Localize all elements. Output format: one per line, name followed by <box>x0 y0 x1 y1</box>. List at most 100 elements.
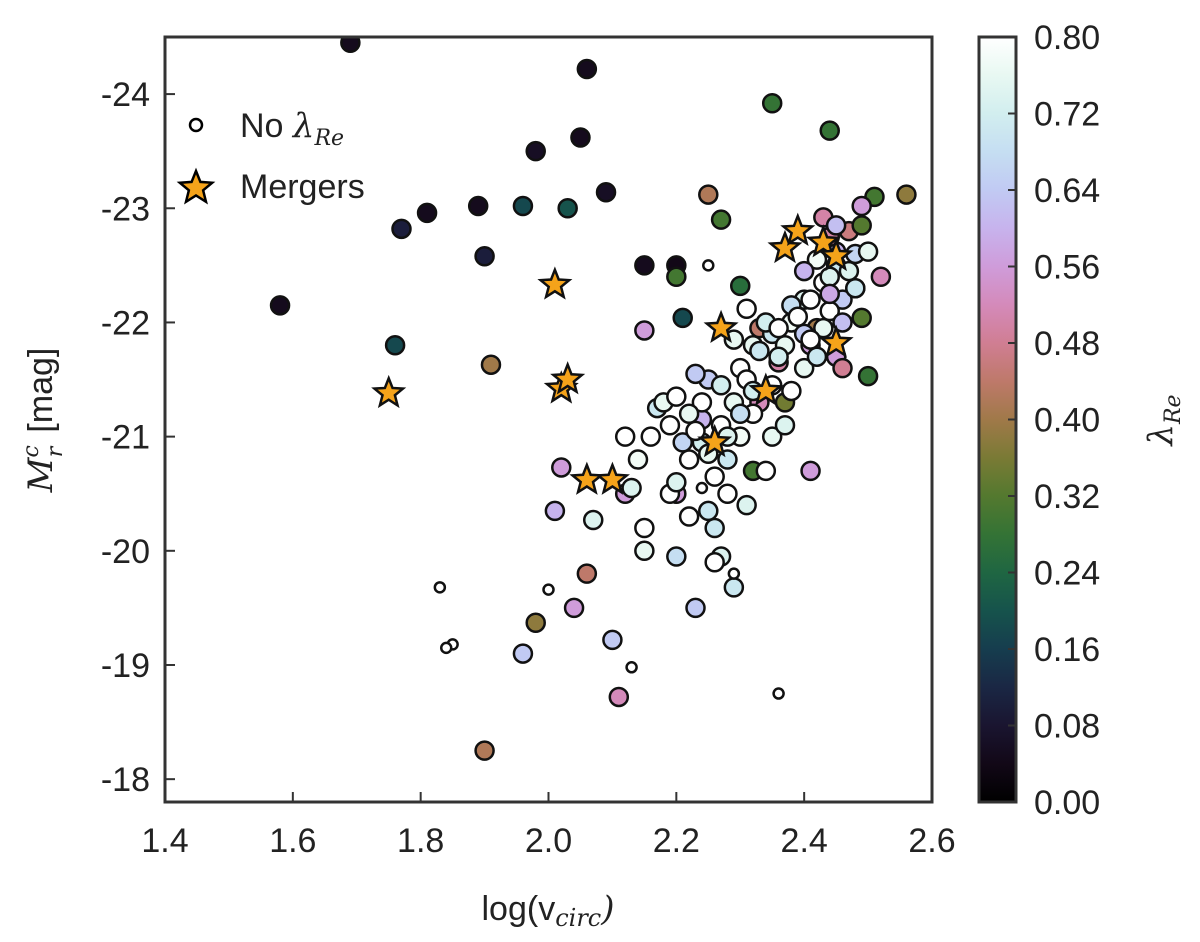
colorbar-tick-label-7: 0.56 <box>1034 249 1100 287</box>
data-point-24 <box>666 266 687 288</box>
legend-mergers-star-icon <box>176 167 216 205</box>
merger-star-12 <box>818 237 854 272</box>
data-point-118 <box>698 500 719 522</box>
data-point-133 <box>666 386 687 407</box>
colorbar-tick-label-9: 0.72 <box>1034 96 1100 134</box>
data-point-21 <box>474 245 495 267</box>
data-point-30 <box>634 320 655 341</box>
data-point-126 <box>768 346 789 367</box>
data-point-102 <box>793 357 815 379</box>
data-point-131 <box>685 420 706 442</box>
data-point-136 <box>793 260 815 282</box>
y-axis-label: Mcr [mag] <box>19 348 68 494</box>
data-point-12 <box>698 184 719 205</box>
data-point-88 <box>614 426 636 447</box>
colorbar-tick-label-0: 0.00 <box>1034 784 1100 822</box>
data-point-120 <box>704 551 725 573</box>
data-point-132 <box>640 426 662 447</box>
merger-star-8 <box>748 372 784 406</box>
data-point-61 <box>666 546 687 567</box>
x-tick-label-6: 2.6 <box>908 822 955 860</box>
data-point-108 <box>768 317 789 339</box>
y-tick-label-5: -23 <box>101 190 150 228</box>
data-point-39 <box>480 354 502 375</box>
merger-star-11 <box>805 224 841 258</box>
data-point-109 <box>749 340 770 362</box>
colorbar-tick-label-6: 0.48 <box>1034 325 1100 363</box>
data-point-85 <box>659 414 681 436</box>
data-point-33 <box>851 307 872 329</box>
legend: No λRe Mergers <box>176 106 365 206</box>
x-tick-label-0: 1.4 <box>141 822 188 860</box>
y-tick-label-1: -19 <box>101 647 150 685</box>
data-point-82 <box>710 374 732 396</box>
no-lambda-point-0 <box>702 259 715 272</box>
y-axis-label-sub: r <box>43 445 68 457</box>
data-point-90 <box>634 517 655 539</box>
x-tick-label-4: 2.2 <box>653 822 700 860</box>
data-point-13 <box>710 209 732 230</box>
y-axis-ticks: -18 -19 -20 -21 -22 -23 -24 <box>101 76 175 799</box>
data-point-5 <box>525 140 546 162</box>
merger-star-4 <box>550 361 586 395</box>
plot-frame <box>163 35 934 804</box>
merger-star-5 <box>569 461 605 495</box>
merger-star-6 <box>594 461 630 495</box>
colorbar-tick-label-1: 0.08 <box>1034 708 1100 746</box>
data-point-92 <box>678 449 700 470</box>
data-point-50 <box>544 500 566 522</box>
data-point-83 <box>691 392 713 413</box>
data-point-105 <box>819 266 840 288</box>
data-point-2 <box>761 92 783 114</box>
data-point-99 <box>755 460 777 482</box>
x-tick-label-3: 2.0 <box>525 822 572 860</box>
merger-star-13 <box>818 324 854 358</box>
data-point-58 <box>474 740 495 761</box>
data-point-62 <box>634 540 655 562</box>
data-point-57 <box>608 686 630 708</box>
data-point-121 <box>832 312 853 333</box>
data-points-layer <box>269 37 917 761</box>
y-axis-label-unit: [mag] <box>22 348 60 433</box>
data-point-38 <box>832 357 853 379</box>
legend-no-lambda-label: No λRe <box>240 106 344 151</box>
data-point-22 <box>634 255 655 276</box>
y-tick-label-3: -21 <box>101 419 150 457</box>
colorbar-tick-label-8: 0.64 <box>1034 172 1100 210</box>
merger-star-1 <box>703 309 739 344</box>
merger-star-10 <box>780 212 816 247</box>
merger-star-7 <box>697 423 733 458</box>
data-point-7 <box>467 195 489 217</box>
colorbar-tick-label-10: 0.80 <box>1034 19 1100 57</box>
merger-star-2 <box>371 374 407 409</box>
data-point-1 <box>576 58 598 80</box>
y-axis-label-symbol: M <box>21 456 61 493</box>
x-axis-label: log(vcirc) <box>482 889 615 932</box>
data-point-139 <box>819 283 840 305</box>
data-point-64 <box>736 494 757 516</box>
data-point-84 <box>678 403 700 425</box>
data-point-59 <box>723 577 745 598</box>
data-point-103 <box>806 346 828 367</box>
data-point-3 <box>819 120 840 141</box>
merger-star-9 <box>767 229 803 264</box>
data-point-16 <box>851 195 872 217</box>
no-lambda-point-4 <box>439 641 453 655</box>
svg-text:λRe: λRe <box>1141 394 1186 447</box>
colorbar-label: λRe <box>1141 394 1186 447</box>
data-point-125 <box>787 306 809 327</box>
data-point-119 <box>717 483 738 504</box>
data-point-94 <box>704 466 725 487</box>
data-point-122 <box>845 277 866 299</box>
data-point-114 <box>672 432 693 453</box>
data-point-15 <box>896 184 917 205</box>
no-lambda-point-2 <box>542 583 555 596</box>
data-point-87 <box>627 449 649 470</box>
no-lambda-point-7 <box>695 481 709 495</box>
data-point-106 <box>800 289 821 310</box>
data-point-47 <box>551 457 572 478</box>
data-point-63 <box>704 517 725 539</box>
x-tick-label-2: 1.8 <box>397 822 444 860</box>
data-point-37 <box>857 365 879 387</box>
